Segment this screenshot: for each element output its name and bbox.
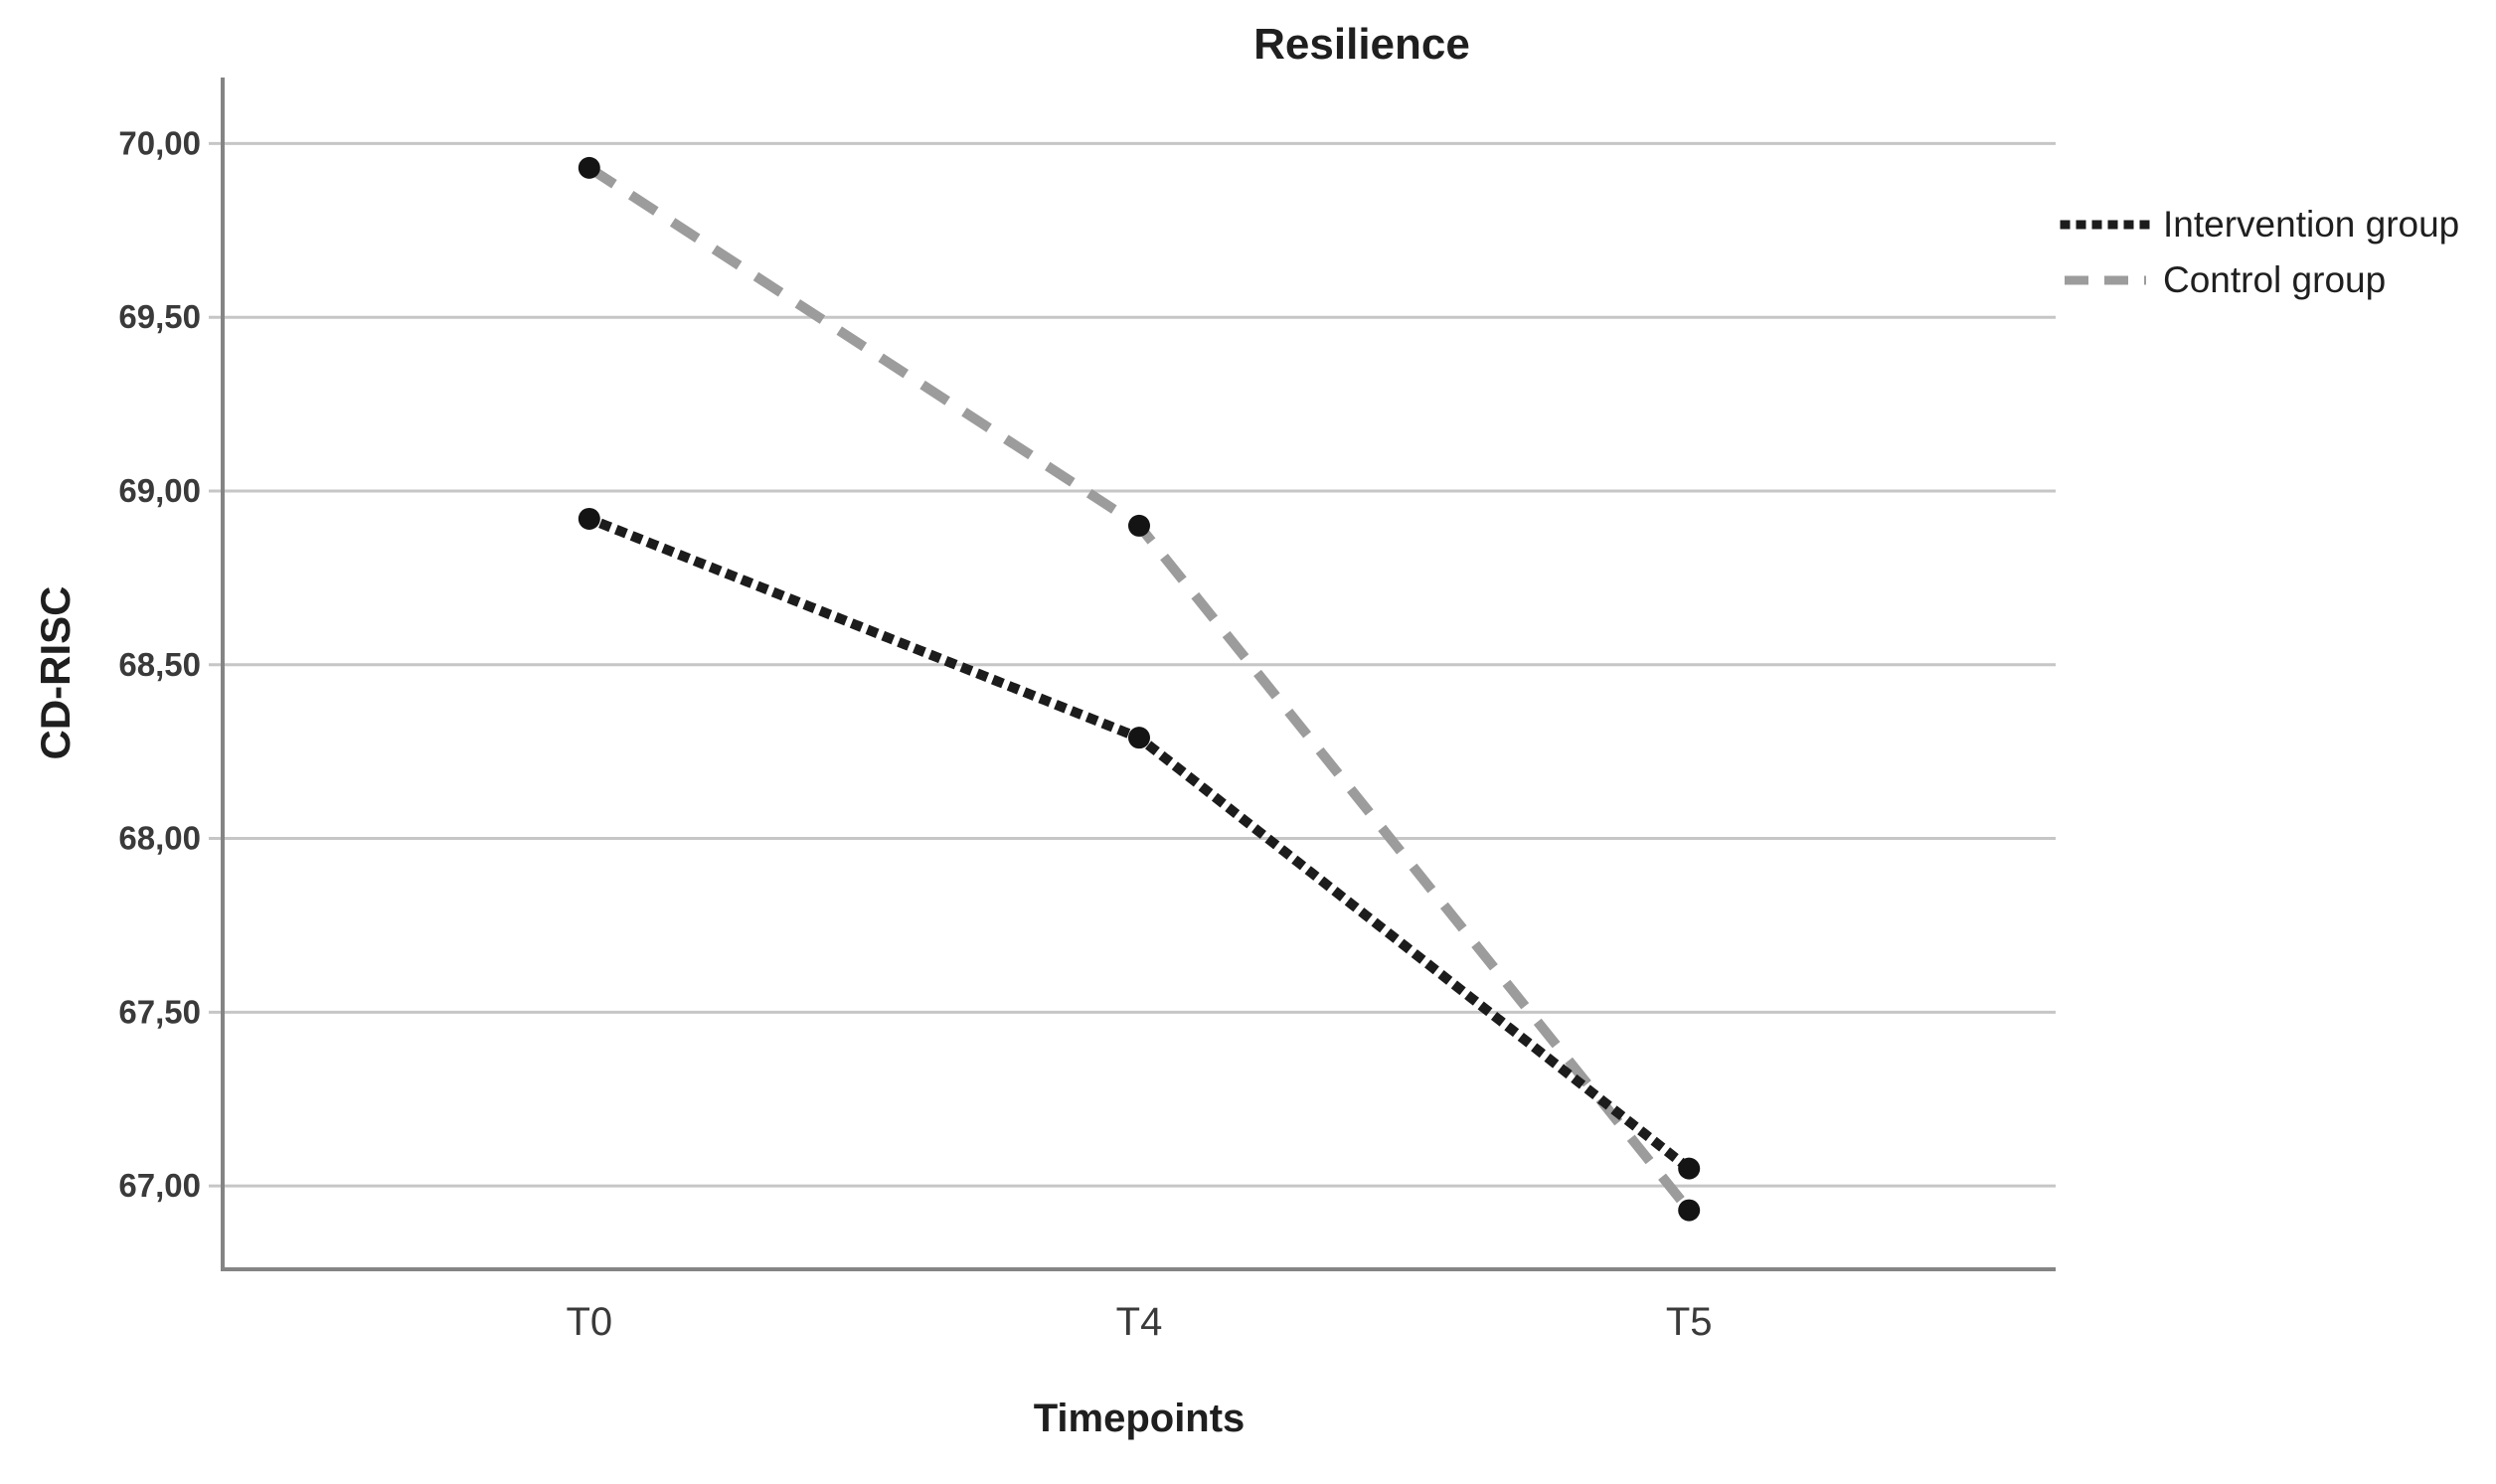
x-tick-label: T5 <box>1666 1300 1713 1344</box>
legend-item-control-group: Control group <box>2060 252 2459 308</box>
y-tick-label: 68,50 <box>118 646 201 683</box>
chart-title: Resilience <box>1253 20 1470 69</box>
data-point-marker-control-group-T0 <box>578 156 600 179</box>
legend-item-intervention-group: Intervention group <box>2060 197 2459 252</box>
legend-swatch-dashed-icon <box>2065 275 2146 285</box>
y-tick-label: 70,00 <box>118 124 201 161</box>
intervention-group-line <box>582 512 1697 1176</box>
y-tick-label: 69,00 <box>118 472 201 509</box>
legend-label: Control group <box>2163 259 2387 300</box>
control-group-line <box>586 163 1694 1214</box>
data-point-marker-control-group-T4 <box>1128 514 1150 537</box>
legend-swatch-dotted-icon <box>2060 220 2151 230</box>
y-tick-label: 67,00 <box>118 1167 201 1204</box>
x-tick-label: T0 <box>566 1300 612 1344</box>
legend-label: Intervention group <box>2163 204 2460 245</box>
data-point-marker-intervention-group-T5 <box>1678 1157 1701 1180</box>
y-tick-label: 69,50 <box>118 298 201 335</box>
x-tick-label: T4 <box>1116 1300 1163 1344</box>
data-point-marker-intervention-group-T0 <box>578 507 600 530</box>
x-axis-title: Timepoints <box>1033 1397 1246 1440</box>
y-tick-label: 68,00 <box>118 820 201 857</box>
data-point-marker-intervention-group-T4 <box>1128 727 1150 749</box>
data-point-marker-control-group-T5 <box>1678 1199 1701 1222</box>
legend: Intervention group Control group <box>2060 197 2459 308</box>
y-tick-label: 67,50 <box>118 993 201 1030</box>
